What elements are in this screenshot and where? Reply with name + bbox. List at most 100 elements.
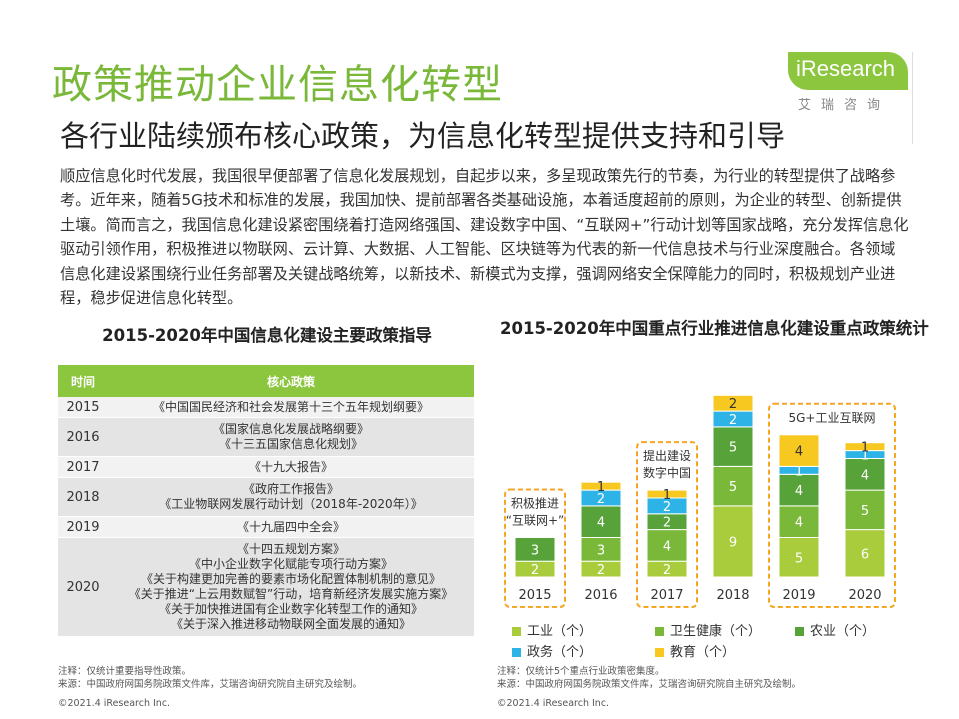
category-label: 2017: [650, 588, 683, 603]
policy-year: 2017: [58, 456, 108, 478]
left-note: 注释：仅统计重要指导性政策。: [58, 666, 192, 677]
category-label: 2016: [584, 588, 617, 603]
bar-value-label: 2: [663, 516, 671, 531]
policy-table-title: 2015-2020年中国信息化建设主要政策指导: [102, 326, 432, 345]
right-copyright: ©2021.4 iResearch Inc.: [497, 698, 610, 709]
page-title: 政策推动企业信息化转型: [52, 62, 503, 108]
policy-table-header: 时间 核心政策: [58, 365, 474, 397]
bar-segment: [646, 489, 688, 499]
left-source: 来源：中国政府网国务院政策文件库，艾瑞咨询研究院自主研究及绘制。: [58, 678, 363, 690]
col-policy-header: 核心政策: [108, 365, 474, 397]
bar-segment: [778, 505, 820, 538]
policy-item: 《关于推进“上云用数赋智”行动，培育新经济发展实施方案》: [128, 587, 454, 601]
left-copyright: ©2021.4 iResearch Inc.: [58, 698, 171, 709]
category-label: 2020: [848, 588, 881, 603]
bar-value-label: 5: [795, 551, 803, 566]
annotation-text: “互联网+”: [506, 514, 565, 528]
bar-segment: [580, 505, 622, 538]
bar-segment: [778, 473, 820, 507]
policy-year: 2019: [58, 516, 108, 538]
policy-year: 2016: [58, 417, 108, 457]
bar-value-label: 6: [861, 547, 869, 562]
policy-row-2015: 2015 《中国国民经济和社会发展第十三个五年规划纲要》: [58, 397, 474, 418]
bar-value-label: 2: [663, 500, 671, 515]
bar-value-label: 2: [597, 492, 605, 507]
chart-title: 2015-2020年中国重点行业推进信息化建设重点政策统计: [500, 319, 929, 338]
bar-value-label: 3: [531, 543, 539, 558]
bar-value-label: 1: [861, 441, 869, 456]
bar-segment: [712, 394, 754, 412]
policy-item: 《中国国民经济和社会发展第十三个五年规划纲要》: [152, 399, 429, 414]
policy-row-2016: 2016 《国家信息化发展战略纲要》 《十三五国家信息化规划》: [58, 417, 474, 457]
bar-segment: [712, 465, 754, 507]
bar-value-label: 2: [531, 563, 539, 578]
bar-segment: [712, 426, 754, 467]
legend-swatch-agriculture: [795, 627, 804, 636]
bar-value-label: 2: [597, 563, 605, 578]
annotation-box: [504, 488, 566, 608]
legend-item-agriculture: 农业（个）: [795, 620, 875, 639]
legend-item-government: 政务（个）: [512, 641, 592, 660]
bar-value-label: 5: [861, 504, 869, 519]
policy-table: 时间 核心政策 2015 《中国国民经济和社会发展第十三个五年规划纲要》 2016 《…: [58, 365, 474, 637]
policy-list: 《政府工作报告》 《工业物联网发展行动计划（2018年-2020年）》: [108, 477, 474, 517]
policy-item: 《十九届四中全会》: [236, 519, 345, 534]
policy-row-2019: 2019 《十九届四中全会》: [58, 516, 474, 538]
legend-label-government: 政务（个）: [527, 645, 593, 660]
policy-year: 2018: [58, 477, 108, 517]
page-subtitle: 各行业陆续颁布核心政策，为信息化转型提供支持和引导: [60, 119, 786, 153]
policy-list: 《十九届四中全会》: [108, 516, 474, 538]
policy-item: 《关于加快推进国有企业数字化转型工作的通知》: [158, 602, 423, 616]
bar-value-label: 1: [795, 464, 803, 479]
policy-row-2018: 2018 《政府工作报告》 《工业物联网发展行动计划（2018年-2020年）》: [58, 477, 474, 517]
bar-value-label: 4: [795, 516, 803, 531]
bar-value-label: 2: [729, 413, 737, 428]
logo-text: iResearch: [796, 56, 896, 81]
right-notes: 注释：仅统计5个重点行业政策密集度。 来源：中国政府网国务院政策文件库，艾瑞咨询…: [497, 666, 801, 691]
annotation-text: 提出建设: [643, 448, 691, 463]
legend-swatch-education: [655, 648, 664, 657]
category-label: 2015: [518, 588, 551, 603]
bar-value-label: 1: [861, 449, 869, 464]
bar-segment: [580, 481, 622, 491]
right-note: 注释：仅统计5个重点行业政策密集度。: [497, 666, 665, 677]
policy-item: 《中小企业数字化赋能专项行动方案》: [188, 557, 393, 571]
legend-item-health: 卫生健康（个）: [655, 620, 761, 639]
bar-segment: [844, 489, 886, 531]
policy-item: 《十三五国家信息化规划》: [218, 437, 363, 451]
stacked-bar-chart: 积极推进“互联网+”提出建设数字中国5G+工业互联网23201523421201…: [504, 394, 896, 608]
bar-segment: [778, 434, 820, 467]
policy-list: 《十九大报告》: [108, 456, 474, 478]
bar-segment: [514, 537, 556, 562]
legend-item-education: 教育（个）: [655, 641, 735, 660]
policy-item: 《国家信息化发展战略纲要》: [212, 422, 369, 436]
legend-label-health: 卫生健康（个）: [670, 624, 762, 639]
legend-swatch-industry: [512, 627, 521, 636]
iresearch-logo: iResearch 艾瑞咨询: [788, 52, 920, 144]
policy-row-2020: 2020 《十四五规划方案》 《中小企业数字化赋能专项行动方案》 《关于构建更加完善的…: [58, 537, 474, 637]
bar-value-label: 9: [729, 535, 737, 550]
policy-item: 《政府工作报告》: [242, 482, 339, 496]
policy-item: 《十四五规划方案》: [236, 542, 345, 556]
bar-segment: [844, 458, 886, 491]
legend-label-industry: 工业（个）: [527, 624, 593, 639]
bar-value-label: 5: [729, 480, 737, 495]
logo-divider: [912, 52, 913, 144]
logo-badge: [788, 52, 908, 90]
policy-table-body: 2015 《中国国民经济和社会发展第十三个五年规划纲要》 2016 《国家信息化发展战…: [58, 397, 474, 637]
intro-paragraph: 顺应信息化时代发展，我国很早便部署了信息化发展规划，自起步以来，多呈现政策先行的…: [60, 167, 909, 308]
annotation-text: 积极推进: [511, 497, 559, 511]
policy-item: 《关于构建更加完善的要素市场化配置体制机制的意见》: [140, 572, 441, 586]
left-notes: 注释：仅统计重要指导性政策。 来源：中国政府网国务院政策文件库，艾瑞咨询研究院自…: [58, 666, 362, 691]
policy-list: 《中国国民经济和社会发展第十三个五年规划纲要》: [108, 397, 474, 418]
bar-value-label: 2: [729, 397, 737, 412]
category-label: 2018: [716, 588, 749, 603]
annotation-box: [636, 441, 698, 608]
legend-label-education: 教育（个）: [670, 645, 736, 660]
bar-value-label: 4: [795, 445, 803, 460]
bar-value-label: 3: [597, 543, 605, 558]
logo-cn-text: 艾瑞咨询: [798, 98, 891, 113]
policy-year: 2015: [58, 397, 108, 418]
annotation-text: 数字中国: [643, 465, 691, 480]
policy-list: 《国家信息化发展战略纲要》 《十三五国家信息化规划》: [108, 417, 474, 457]
